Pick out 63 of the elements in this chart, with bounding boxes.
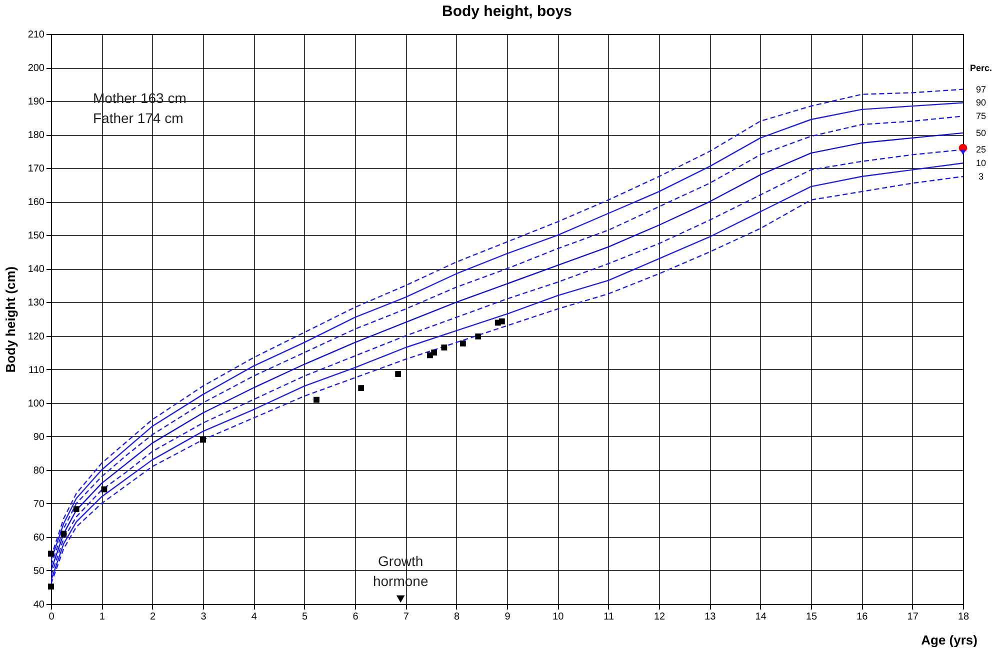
series-label: 97 xyxy=(976,84,986,94)
point xyxy=(48,550,54,557)
x-tick-label: 0 xyxy=(48,612,55,622)
y-tick-label: 150 xyxy=(28,230,45,242)
x-tick-label: 18 xyxy=(958,612,970,622)
x-tick-label: 14 xyxy=(755,612,767,622)
y-tick-label: 140 xyxy=(28,264,45,276)
x-tick-label: 11 xyxy=(604,612,614,622)
point xyxy=(475,333,482,340)
chart-title: Body height, boys xyxy=(442,3,572,20)
y-tick-label: 100 xyxy=(28,398,45,410)
x-tick-label: 9 xyxy=(504,612,511,622)
point xyxy=(200,436,206,443)
point xyxy=(101,486,108,492)
point xyxy=(48,584,54,590)
y-tick-label: 40 xyxy=(33,600,45,610)
y-tick-label: 110 xyxy=(28,364,45,376)
x-tick-label: 10 xyxy=(552,612,564,622)
series-label: 75 xyxy=(976,111,986,122)
point xyxy=(960,150,966,155)
point xyxy=(431,350,437,356)
x-tick-label: 17 xyxy=(907,612,919,622)
point xyxy=(73,506,80,512)
y-tick-label: 70 xyxy=(33,498,45,510)
point xyxy=(498,318,505,324)
y-axis-title: Body height (cm) xyxy=(2,266,18,373)
y-tick-label: 80 xyxy=(33,465,45,476)
legend-title: Perc. xyxy=(970,63,992,73)
y-tick-label: 190 xyxy=(28,96,45,108)
point xyxy=(441,344,448,350)
y-tick-label: 180 xyxy=(28,130,45,142)
y-tick-label: 210 xyxy=(28,30,45,40)
point xyxy=(358,385,364,392)
x-tick-label: 5 xyxy=(302,612,308,622)
x-tick-label: 16 xyxy=(856,612,868,622)
y-tick-label: 60 xyxy=(33,532,45,544)
x-tick-label: 3 xyxy=(200,612,207,622)
point xyxy=(60,530,67,537)
point xyxy=(395,371,402,377)
x-tick-label: 15 xyxy=(806,612,818,622)
series-label: 25 xyxy=(976,144,986,155)
x-tick-label: 7 xyxy=(403,612,410,622)
x-axis-title: Age (yrs) xyxy=(921,632,978,648)
series-label: 10 xyxy=(976,158,986,168)
y-tick-label: 50 xyxy=(33,566,45,577)
y-tick-label: 200 xyxy=(28,63,45,74)
x-tick-label: 6 xyxy=(352,612,359,622)
x-tick-label: 8 xyxy=(454,612,460,622)
point xyxy=(314,396,320,403)
series-label: 90 xyxy=(976,98,986,108)
y-tick-label: 170 xyxy=(28,164,45,175)
series-label: 3 xyxy=(978,172,984,182)
x-tick-label: 12 xyxy=(654,612,666,622)
y-tick-label: 160 xyxy=(28,197,45,208)
x-tick-label: 4 xyxy=(251,612,258,622)
y-tick-label: 120 xyxy=(28,331,45,342)
x-tick-label: 13 xyxy=(704,612,716,622)
point xyxy=(460,340,466,346)
x-tick-label: 1 xyxy=(99,612,106,622)
series-label: 50 xyxy=(976,128,986,138)
y-tick-label: 90 xyxy=(33,432,45,443)
y-tick-label: 130 xyxy=(28,298,45,309)
x-tick-label: 2 xyxy=(150,612,156,622)
